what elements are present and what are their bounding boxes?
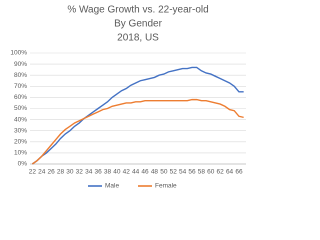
x-tick-label: 28 bbox=[57, 169, 65, 176]
x-tick-label: 48 bbox=[151, 169, 159, 176]
y-tick-label: 80% bbox=[14, 72, 27, 79]
y-tick-label: 70% bbox=[14, 83, 27, 90]
x-tick-label: 40 bbox=[113, 169, 121, 176]
y-tick-label: 40% bbox=[14, 116, 27, 123]
x-tick-label: 36 bbox=[94, 169, 102, 176]
x-tick-label: 42 bbox=[123, 169, 131, 176]
legend-label: Female bbox=[155, 183, 177, 190]
x-tick-label: 52 bbox=[170, 169, 178, 176]
chart-title: % Wage Growth vs. 22-year-old bbox=[67, 5, 208, 16]
x-tick-label: 38 bbox=[104, 169, 112, 176]
legend-label: Male bbox=[105, 183, 119, 190]
y-tick-label: 60% bbox=[14, 94, 27, 101]
chart-note: 2018, US bbox=[117, 33, 159, 44]
y-tick-label: 90% bbox=[14, 61, 27, 68]
x-tick-label: 58 bbox=[198, 169, 206, 176]
x-tick-label: 66 bbox=[235, 169, 243, 176]
x-tick-label: 34 bbox=[85, 169, 93, 176]
x-tick-label: 50 bbox=[160, 169, 168, 176]
x-tick-label: 24 bbox=[38, 169, 46, 176]
x-tick-label: 46 bbox=[141, 169, 149, 176]
x-tick-label: 22 bbox=[29, 169, 37, 176]
x-tick-label: 56 bbox=[188, 169, 196, 176]
x-tick-label: 30 bbox=[66, 169, 74, 176]
y-tick-label: 100% bbox=[10, 50, 27, 57]
y-tick-label: 30% bbox=[14, 127, 27, 134]
line-series bbox=[31, 98, 244, 165]
chart: % Wage Growth vs. 22-year-old By Gender … bbox=[10, 5, 246, 190]
x-tick-label: 32 bbox=[76, 169, 84, 176]
x-tick-label: 62 bbox=[217, 169, 225, 176]
x-tick-label: 60 bbox=[207, 169, 215, 176]
y-tick-label: 50% bbox=[14, 105, 27, 112]
y-tick-label: 20% bbox=[14, 139, 27, 146]
y-tick-label: 10% bbox=[14, 150, 27, 157]
chart-subtitle: By Gender bbox=[114, 19, 162, 30]
x-tick-label: 44 bbox=[132, 169, 140, 176]
y-tick-label: 0% bbox=[18, 161, 28, 168]
line-series bbox=[31, 66, 244, 165]
x-tick-label: 26 bbox=[48, 169, 56, 176]
x-tick-label: 64 bbox=[226, 169, 234, 176]
x-tick-label: 54 bbox=[179, 169, 187, 176]
